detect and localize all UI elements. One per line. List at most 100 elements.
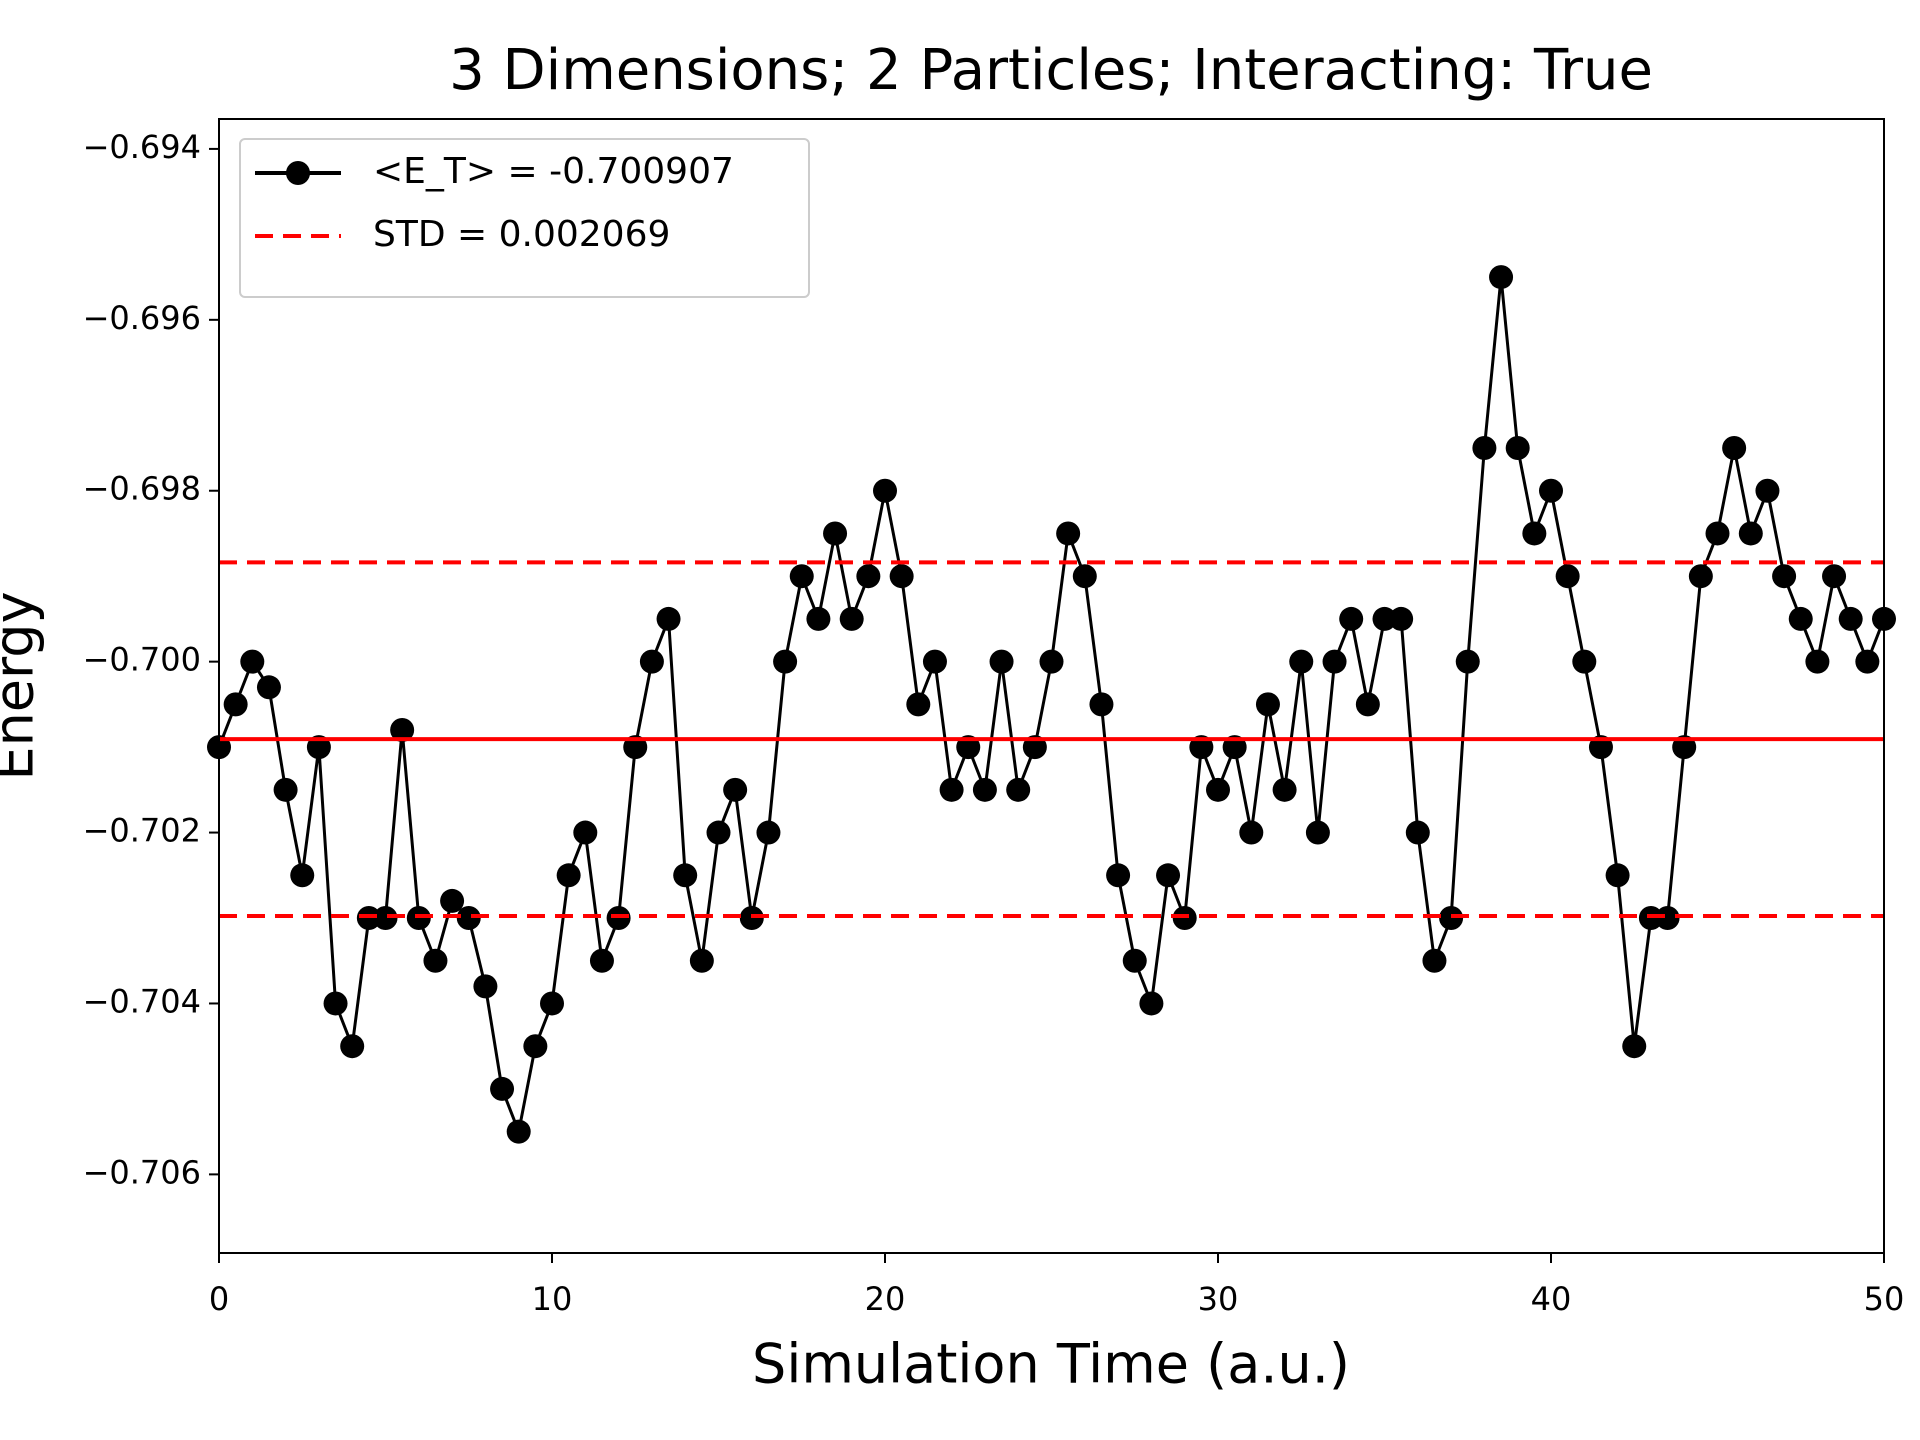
point bbox=[356, 906, 381, 931]
x-tick-label: 0 bbox=[209, 1280, 229, 1318]
point bbox=[972, 777, 997, 802]
point bbox=[806, 606, 831, 631]
point bbox=[523, 1034, 548, 1059]
point bbox=[1838, 606, 1863, 631]
y-tick-label: −0.706 bbox=[83, 1153, 201, 1191]
point bbox=[240, 649, 265, 674]
y-tick-label: −0.696 bbox=[83, 299, 201, 337]
point bbox=[323, 991, 348, 1016]
point bbox=[1755, 478, 1780, 503]
point bbox=[1355, 692, 1380, 717]
x-tick-label: 20 bbox=[865, 1280, 906, 1318]
point bbox=[1472, 436, 1497, 461]
point bbox=[1638, 906, 1663, 931]
point bbox=[756, 820, 781, 845]
point bbox=[639, 649, 664, 674]
point bbox=[706, 820, 731, 845]
x-tick-label: 30 bbox=[1198, 1280, 1239, 1318]
point bbox=[1122, 948, 1147, 973]
point bbox=[1555, 564, 1580, 589]
y-tick-label: −0.698 bbox=[83, 470, 201, 508]
point bbox=[856, 564, 881, 589]
point bbox=[839, 606, 864, 631]
point bbox=[1422, 948, 1447, 973]
point bbox=[473, 974, 498, 999]
point bbox=[1006, 777, 1031, 802]
y-axis-label: Energy bbox=[0, 591, 46, 780]
point bbox=[789, 564, 814, 589]
point bbox=[1855, 649, 1880, 674]
point bbox=[873, 478, 897, 503]
legend-box bbox=[239, 138, 810, 298]
point bbox=[1389, 606, 1414, 631]
point bbox=[223, 692, 248, 717]
point bbox=[922, 649, 947, 674]
point bbox=[1239, 820, 1264, 845]
point bbox=[506, 1119, 531, 1144]
point bbox=[673, 863, 698, 888]
point bbox=[1405, 820, 1430, 845]
point bbox=[989, 649, 1014, 674]
y-tick-label: −0.704 bbox=[83, 982, 201, 1020]
point bbox=[1255, 692, 1280, 717]
point bbox=[256, 675, 281, 700]
plot-area bbox=[207, 265, 1896, 1144]
point bbox=[1489, 265, 1514, 290]
point bbox=[1805, 649, 1830, 674]
point bbox=[939, 777, 964, 802]
point bbox=[689, 948, 714, 973]
point bbox=[456, 906, 481, 931]
point bbox=[1106, 863, 1131, 888]
point bbox=[340, 1034, 365, 1059]
y-tick-label: −0.694 bbox=[83, 128, 201, 166]
point bbox=[889, 564, 914, 589]
point bbox=[1039, 649, 1064, 674]
point bbox=[1705, 521, 1730, 546]
point bbox=[373, 906, 398, 931]
legend-label: <E_T> = -0.700907 bbox=[373, 151, 734, 192]
x-tick-label: 40 bbox=[1531, 1280, 1572, 1318]
point bbox=[1172, 906, 1197, 931]
point bbox=[573, 820, 598, 845]
point bbox=[1539, 478, 1563, 503]
point bbox=[1289, 649, 1314, 674]
point bbox=[1738, 521, 1763, 546]
y-tick-label: −0.700 bbox=[83, 641, 201, 679]
point bbox=[540, 991, 564, 1016]
point bbox=[773, 649, 798, 674]
point bbox=[273, 777, 298, 802]
point bbox=[1322, 649, 1347, 674]
point bbox=[1272, 777, 1297, 802]
point bbox=[1439, 906, 1464, 931]
point bbox=[1772, 564, 1797, 589]
point bbox=[1089, 692, 1114, 717]
chart-title: 3 Dimensions; 2 Particles; Interacting: … bbox=[449, 38, 1653, 103]
x-tick-label: 50 bbox=[1864, 1280, 1905, 1318]
x-axis-label: Simulation Time (a.u.) bbox=[752, 1333, 1350, 1396]
point bbox=[1622, 1034, 1647, 1059]
point bbox=[1505, 436, 1530, 461]
point bbox=[1522, 521, 1547, 546]
point bbox=[1822, 564, 1847, 589]
point bbox=[606, 906, 631, 931]
point bbox=[1688, 564, 1713, 589]
y-tick-label: −0.702 bbox=[83, 812, 201, 850]
point bbox=[589, 948, 614, 973]
point bbox=[1072, 564, 1097, 589]
point bbox=[1372, 606, 1397, 631]
point bbox=[1605, 863, 1630, 888]
plot-frame bbox=[218, 118, 1885, 1254]
point bbox=[1156, 863, 1181, 888]
point bbox=[656, 606, 681, 631]
point bbox=[723, 777, 748, 802]
point bbox=[1572, 649, 1597, 674]
x-tick-label: 10 bbox=[532, 1280, 573, 1318]
point bbox=[440, 888, 465, 913]
point bbox=[556, 863, 581, 888]
point bbox=[1056, 521, 1081, 546]
point bbox=[1455, 649, 1480, 674]
point bbox=[1339, 606, 1364, 631]
legend: <E_T> = -0.700907 STD = 0.002069 bbox=[239, 138, 810, 298]
